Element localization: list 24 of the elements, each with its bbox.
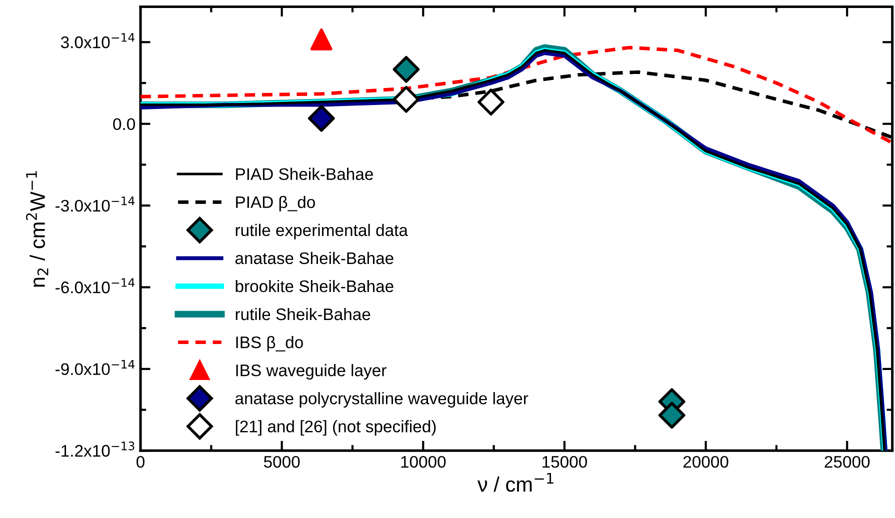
x-axis-title: ν / cm$^{−1}$ xyxy=(477,472,554,492)
legend-label: PIAD β_do xyxy=(236,196,315,212)
legend-label: IBS waveguide layer xyxy=(236,364,386,380)
y-tick-label: 3.0x10$^{−14}$ xyxy=(60,33,134,48)
x-tick-label: 25000 xyxy=(824,456,870,468)
legend-label: rutile Sheik-Bahae xyxy=(236,308,370,320)
legend-label: IBS β_do xyxy=(236,336,303,352)
legend-label: anatase polycrystalline waveguide layer xyxy=(235,392,528,408)
y-axis-title: n$_{2}$ / cm$^{2}$W$^{−1}$ xyxy=(26,171,48,287)
legend-label: rutile experimental data xyxy=(236,224,408,240)
x-tick-label: 0 xyxy=(136,456,144,468)
legend-label: anatase Sheik-Bahae xyxy=(235,252,394,264)
legend-label: brookite Sheik-Bahae xyxy=(236,280,394,292)
x-tick-label: 15000 xyxy=(542,456,587,468)
y-tick-label: -1.2x10$^{−13}$ xyxy=(56,442,134,457)
x-tick-label: 5000 xyxy=(264,456,300,468)
x-tick-label: 20000 xyxy=(683,456,728,468)
y-tick-label: -9.0x10$^{−14}$ xyxy=(56,360,135,376)
y-tick-label: -3.0x10$^{−14}$ xyxy=(56,196,135,212)
legend-label: [21] and [26] (not specified) xyxy=(236,420,436,436)
y-tick-label: -6.0x10$^{−14}$ xyxy=(56,278,135,294)
y-tick-label: 0.0 xyxy=(113,118,136,130)
legend-label: PIAD Sheik-Bahae xyxy=(236,168,373,180)
x-tick-label: 10000 xyxy=(401,456,446,468)
